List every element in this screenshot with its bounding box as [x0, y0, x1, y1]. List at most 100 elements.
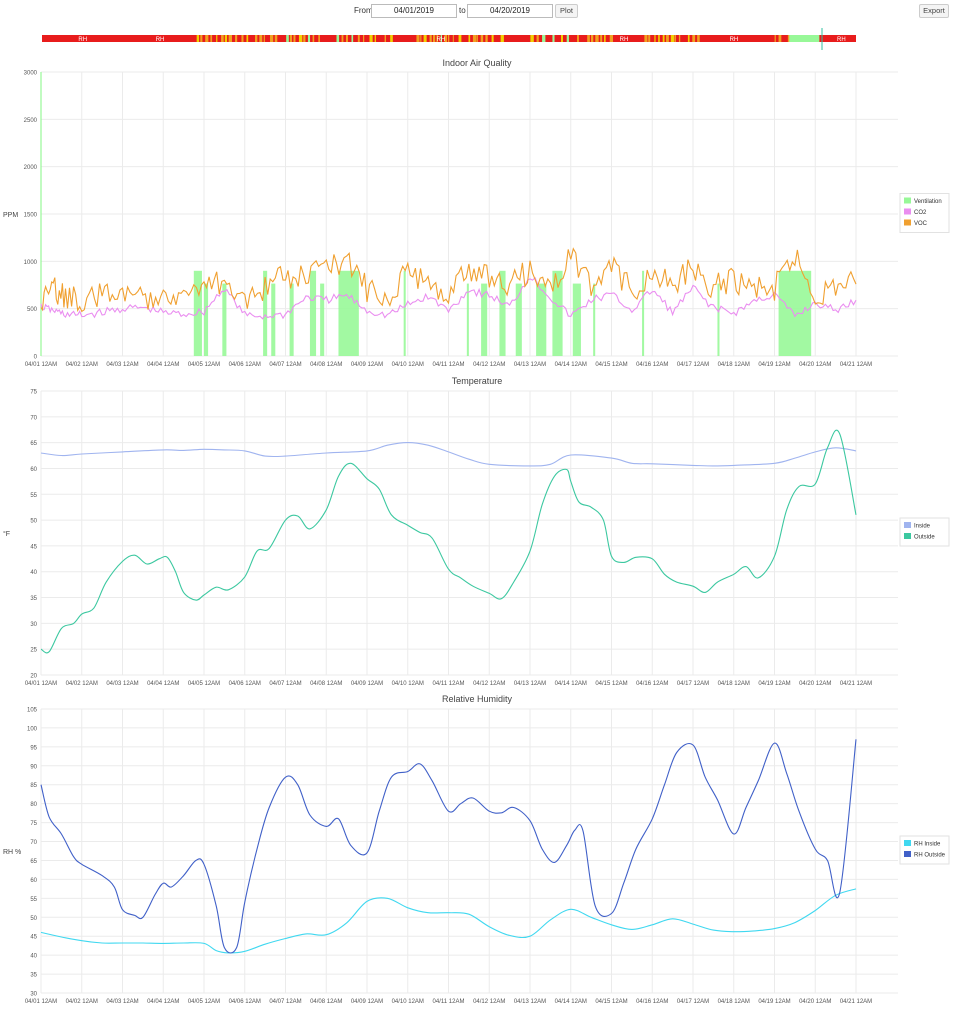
- legend-label: RH Inside: [914, 842, 941, 848]
- timeline-segment: [468, 35, 471, 42]
- timeline-segment: [480, 35, 484, 42]
- timeline-segment: [789, 35, 820, 42]
- x-tick-label: 04/14 12AM: [555, 681, 587, 687]
- y-tick-label: 40: [30, 954, 37, 960]
- to-date-input[interactable]: 04/20/2019: [467, 4, 553, 18]
- x-tick-label: 04/09 12AM: [351, 681, 383, 687]
- x-tick-label: 04/04 12AM: [147, 999, 179, 1005]
- x-tick-label: 04/10 12AM: [392, 681, 424, 687]
- x-tick-label: 04/16 12AM: [636, 681, 668, 687]
- timeline-segment: [436, 35, 439, 42]
- timeline-label: RH: [620, 37, 629, 43]
- y-tick-label: 1500: [24, 213, 38, 219]
- y-tick-label: 70: [30, 840, 37, 846]
- timeline-segment: [200, 35, 203, 42]
- timeline-segment: [448, 35, 450, 42]
- timeline-segment: [600, 35, 603, 42]
- legend-swatch: [904, 197, 911, 204]
- timeline-segment: [298, 35, 303, 42]
- timeline-segment: [363, 35, 365, 42]
- timeline-segment: [644, 35, 648, 42]
- legend-swatch: [904, 219, 911, 226]
- timeline-segment: [341, 35, 344, 42]
- timeline-label: RH: [437, 37, 446, 43]
- x-tick-label: 04/16 12AM: [636, 999, 668, 1005]
- ventilation-band: [193, 270, 202, 356]
- timeline-segment: [416, 35, 420, 42]
- ventilation-band: [466, 283, 469, 356]
- timeline-segment: [692, 35, 696, 42]
- x-tick-label: 04/05 12AM: [188, 362, 220, 368]
- y-tick-label: 60: [30, 467, 37, 473]
- export-button[interactable]: Export: [919, 4, 949, 18]
- timeline-segment: [476, 35, 478, 42]
- x-tick-label: 04/18 12AM: [718, 362, 750, 368]
- ventilation-band: [204, 283, 209, 356]
- timeline-segment: [552, 35, 555, 42]
- x-tick-label: 04/07 12AM: [269, 999, 301, 1005]
- x-tick-label: 04/06 12AM: [229, 681, 261, 687]
- temperature-chart: Temperature 20 25 30 35 40 45 50 55 60 65 70 75 04/01…: [3, 376, 950, 687]
- x-tick-label: 04/02 12AM: [66, 681, 98, 687]
- timeline-segment: [658, 35, 660, 42]
- x-tick-label: 04/08 12AM: [310, 999, 342, 1005]
- x-tick-label: 04/10 12AM: [392, 362, 424, 368]
- x-tick-label: 04/03 12AM: [106, 999, 138, 1005]
- x-tick-label: 04/11 12AM: [433, 999, 465, 1005]
- timeline-segment: [429, 35, 432, 42]
- series-line-voc: [40, 247, 857, 313]
- timeline-segment: [228, 35, 232, 42]
- x-tick-label: 04/13 12AM: [514, 362, 546, 368]
- legend-swatch: [904, 522, 911, 528]
- timeline-segment: [697, 35, 700, 42]
- timeline-segment: [577, 35, 579, 42]
- y-tick-label: 0: [34, 355, 38, 361]
- timeline-segment: [246, 35, 249, 42]
- plot-button[interactable]: Plot: [555, 4, 578, 18]
- y-tick-label: 75: [30, 390, 37, 396]
- y-axis-label: RH %: [3, 849, 21, 856]
- x-tick-label: 04/15 12AM: [595, 362, 627, 368]
- ventilation-band: [593, 283, 596, 356]
- date-range-controls: From 04/01/2019 to 04/20/2019 Plot Expor…: [0, 0, 953, 22]
- y-tick-label: 30: [30, 622, 37, 628]
- x-tick-label: 04/08 12AM: [310, 362, 342, 368]
- timeline-segment: [384, 35, 386, 42]
- timeline-segment: [444, 35, 448, 42]
- timeline-segment: [561, 35, 563, 42]
- x-tick-label: 04/09 12AM: [351, 362, 383, 368]
- y-tick-label: 20: [30, 674, 37, 680]
- timeline-segment: [289, 35, 293, 42]
- timeline-segment: [270, 35, 274, 42]
- y-tick-label: 100: [27, 726, 38, 732]
- chart-title: Relative Humidity: [442, 694, 513, 704]
- timeline-segment: [590, 35, 594, 42]
- timeline-segment: [241, 35, 244, 42]
- timeline-label: RH: [78, 37, 87, 43]
- x-tick-label: 04/03 12AM: [106, 362, 138, 368]
- x-tick-label: 04/04 12AM: [147, 362, 179, 368]
- y-axis-label: PPM: [3, 212, 18, 219]
- x-tick-label: 04/11 12AM: [433, 362, 465, 368]
- legend-label: Inside: [914, 524, 931, 530]
- timeline-segment: [587, 35, 590, 42]
- timeline-segment: [254, 35, 258, 42]
- x-tick-label: 04/19 12AM: [758, 681, 790, 687]
- x-tick-label: 04/12 12AM: [473, 999, 505, 1005]
- y-tick-label: 85: [30, 783, 37, 789]
- y-tick-label: 500: [27, 307, 38, 313]
- y-tick-label: 95: [30, 745, 37, 751]
- from-date-input[interactable]: 04/01/2019: [371, 4, 457, 18]
- x-tick-label: 04/08 12AM: [310, 681, 342, 687]
- timeline-segment: [530, 35, 534, 42]
- timeline-label: RH: [730, 37, 739, 43]
- y-tick-label: 30: [30, 992, 37, 998]
- y-tick-label: 55: [30, 897, 37, 903]
- timeline-segment: [336, 35, 340, 42]
- x-tick-label: 04/21 12AM: [840, 362, 872, 368]
- ventilation-band: [552, 270, 563, 356]
- timeline-label: RH: [837, 37, 846, 43]
- timeline-segment: [678, 35, 681, 42]
- timeline-segment: [235, 35, 238, 42]
- x-tick-label: 04/05 12AM: [188, 999, 220, 1005]
